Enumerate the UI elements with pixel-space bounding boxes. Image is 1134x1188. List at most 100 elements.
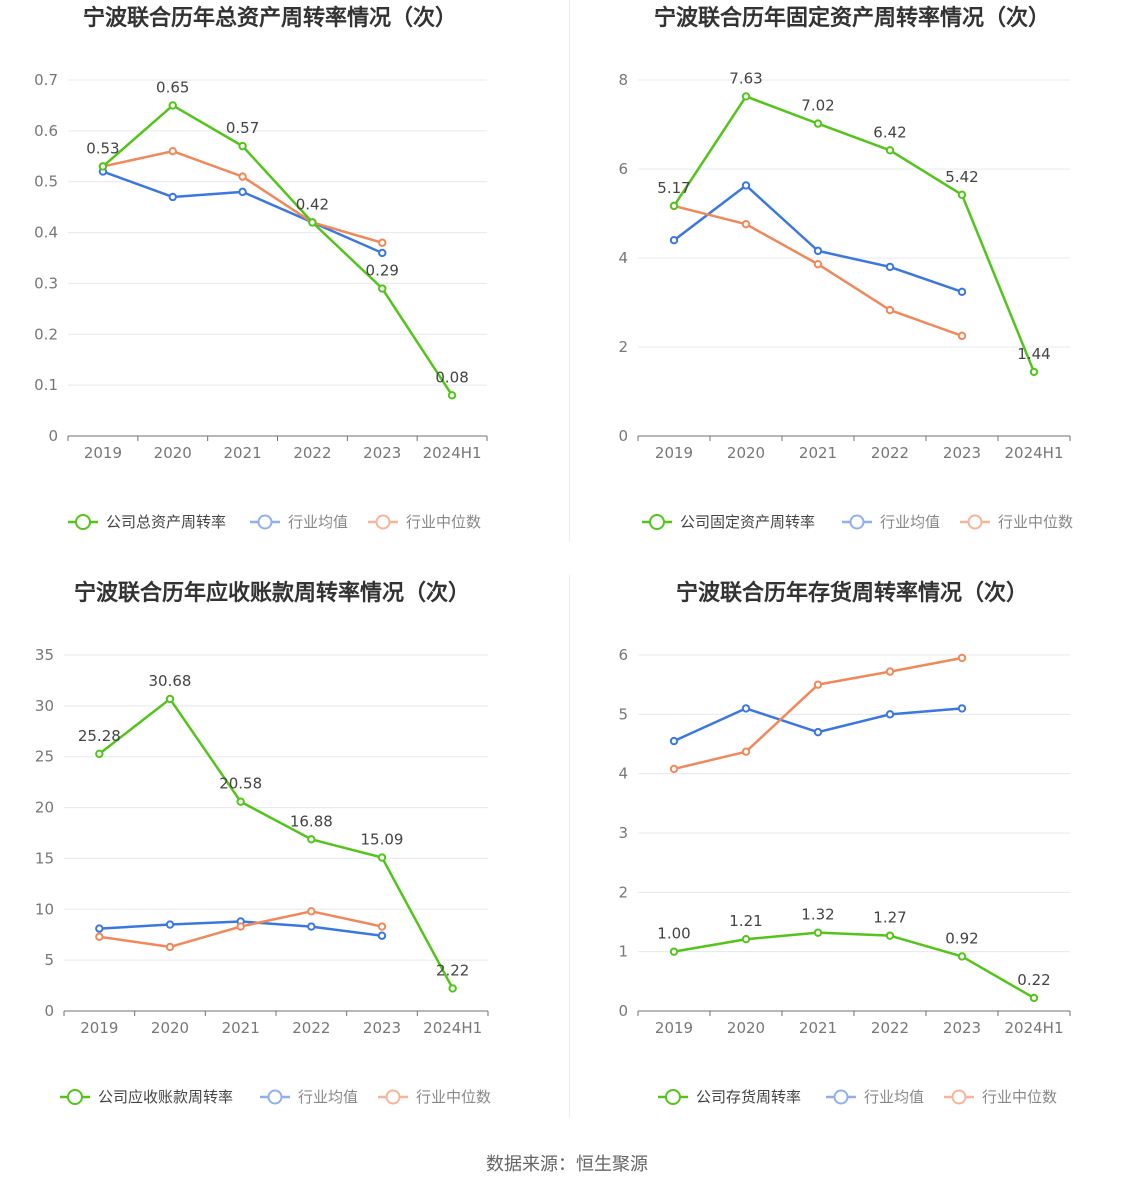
data-point[interactable] bbox=[307, 835, 316, 844]
legend-item[interactable]: 公司应收账款周转率 bbox=[60, 1088, 233, 1106]
y-tick-label: 0.1 bbox=[34, 376, 58, 394]
data-point[interactable] bbox=[741, 935, 751, 944]
data-point[interactable] bbox=[377, 922, 387, 931]
data-label: 0.53 bbox=[86, 139, 119, 157]
data-point[interactable] bbox=[378, 248, 387, 258]
data-point[interactable] bbox=[1029, 993, 1039, 1003]
data-point[interactable] bbox=[236, 922, 245, 931]
data-point[interactable] bbox=[885, 146, 895, 155]
y-tick-label: 20 bbox=[35, 799, 54, 817]
data-point[interactable] bbox=[957, 190, 967, 200]
data-point[interactable] bbox=[741, 181, 751, 190]
legend-item[interactable]: 公司存货周转率 bbox=[658, 1088, 801, 1106]
data-point[interactable] bbox=[238, 172, 247, 181]
data-point[interactable] bbox=[741, 219, 751, 229]
legend-item[interactable]: 行业均值 bbox=[842, 513, 940, 531]
legend-item[interactable]: 行业均值 bbox=[826, 1088, 924, 1106]
data-point[interactable] bbox=[669, 236, 679, 245]
data-point[interactable] bbox=[165, 920, 175, 929]
data-point[interactable] bbox=[95, 749, 104, 759]
data-point[interactable] bbox=[165, 694, 175, 704]
data-point[interactable] bbox=[378, 238, 387, 247]
data-label: 0.29 bbox=[366, 262, 399, 280]
series-line bbox=[673, 656, 963, 771]
data-point[interactable] bbox=[378, 284, 387, 293]
data-point[interactable] bbox=[377, 931, 387, 940]
data-point[interactable] bbox=[957, 653, 967, 663]
y-tick-label: 25 bbox=[35, 748, 54, 766]
y-tick-label: 10 bbox=[35, 900, 54, 918]
data-point[interactable] bbox=[885, 710, 895, 719]
data-point[interactable] bbox=[813, 246, 823, 256]
data-point[interactable] bbox=[168, 192, 177, 202]
data-point[interactable] bbox=[885, 305, 895, 315]
chart-fixed-asset-turnover: 宁波联合历年固定资产周转率情况（次） 0 2 4 6 8 2019 2020 2021 2022 2… bbox=[570, 0, 1134, 560]
data-point[interactable] bbox=[447, 391, 457, 400]
data-point[interactable] bbox=[813, 680, 823, 689]
data-label: 0.08 bbox=[435, 368, 468, 386]
data-point[interactable] bbox=[238, 187, 247, 197]
data-label: 0.57 bbox=[226, 119, 259, 137]
data-point[interactable] bbox=[1029, 367, 1039, 377]
legend-label: 行业均值 bbox=[298, 1088, 358, 1106]
data-point[interactable] bbox=[813, 928, 823, 937]
data-point[interactable] bbox=[669, 947, 679, 956]
data-point[interactable] bbox=[813, 727, 823, 737]
data-label: 0.65 bbox=[156, 78, 189, 96]
data-point[interactable] bbox=[95, 932, 104, 941]
legend-label: 行业均值 bbox=[864, 1088, 924, 1106]
data-point[interactable] bbox=[236, 797, 245, 806]
data-point[interactable] bbox=[168, 147, 177, 156]
legend-item[interactable]: 行业中位数 bbox=[368, 513, 481, 531]
legend-item[interactable]: 行业中位数 bbox=[960, 513, 1073, 531]
data-point[interactable] bbox=[307, 907, 316, 916]
legend-item[interactable]: 行业中位数 bbox=[378, 1088, 491, 1106]
data-point[interactable] bbox=[308, 218, 317, 227]
legend-item[interactable]: 行业均值 bbox=[260, 1088, 358, 1106]
series-line bbox=[672, 95, 1036, 373]
data-point[interactable] bbox=[669, 736, 679, 746]
data-point[interactable] bbox=[957, 287, 967, 297]
data-point[interactable] bbox=[95, 924, 104, 933]
data-point[interactable] bbox=[957, 331, 967, 341]
data-point[interactable] bbox=[741, 747, 751, 756]
data-point[interactable] bbox=[448, 984, 457, 993]
y-tick-label: 0.2 bbox=[34, 325, 58, 343]
data-point[interactable] bbox=[669, 764, 679, 774]
data-label: 5.42 bbox=[945, 168, 978, 186]
legend-item[interactable]: 行业均值 bbox=[250, 513, 348, 531]
y-tick-label: 0.5 bbox=[34, 173, 58, 191]
x-tick-label: 2023 bbox=[363, 1019, 401, 1037]
legend-label: 公司存货周转率 bbox=[696, 1088, 801, 1106]
data-point[interactable] bbox=[238, 141, 247, 151]
legend-label: 行业均值 bbox=[880, 513, 940, 531]
data-label: 1.21 bbox=[729, 912, 762, 930]
data-point[interactable] bbox=[165, 942, 175, 952]
data-point[interactable] bbox=[813, 260, 823, 269]
data-point[interactable] bbox=[741, 704, 751, 713]
data-point[interactable] bbox=[307, 922, 316, 931]
legend-marker-icon bbox=[375, 514, 391, 530]
x-tick-label: 2024H1 bbox=[1005, 1019, 1064, 1037]
data-point[interactable] bbox=[377, 853, 387, 862]
data-point[interactable] bbox=[885, 931, 895, 940]
legend-marker-icon bbox=[75, 514, 91, 530]
data-label: 5.17 bbox=[657, 179, 690, 197]
legend-item[interactable]: 公司总资产周转率 bbox=[68, 513, 226, 531]
data-point[interactable] bbox=[98, 162, 108, 171]
data-point[interactable] bbox=[885, 667, 895, 676]
data-point[interactable] bbox=[168, 101, 177, 110]
legend-item[interactable]: 行业中位数 bbox=[944, 1088, 1057, 1106]
y-tick-label: 0.4 bbox=[34, 224, 58, 242]
chart-svg: 宁波联合历年应收账款周转率情况（次） 0 5 10 15 20 25 30 35 2019 2020… bbox=[35, 580, 491, 1106]
data-point[interactable] bbox=[957, 952, 967, 961]
data-point[interactable] bbox=[813, 119, 823, 128]
data-point[interactable] bbox=[741, 92, 751, 101]
data-point[interactable] bbox=[957, 704, 967, 713]
data-point[interactable] bbox=[885, 262, 895, 272]
panel-divider-top bbox=[569, 0, 570, 542]
legend-item[interactable]: 公司固定资产周转率 bbox=[642, 513, 815, 531]
legend-label: 公司固定资产周转率 bbox=[680, 513, 815, 531]
data-point[interactable] bbox=[669, 201, 679, 211]
data-label: 1.44 bbox=[1017, 345, 1050, 363]
